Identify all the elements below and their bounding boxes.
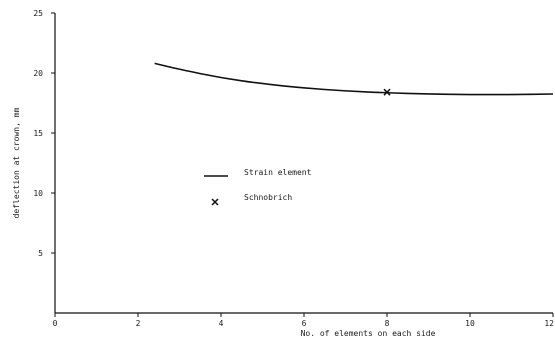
legend: Strain element Schnobrich [204, 168, 312, 206]
legend-marker-swatch [211, 198, 219, 206]
legend-label-schnobrich: Schnobrich [244, 193, 292, 202]
y-tick-label: 15 [33, 129, 43, 138]
x-tick-label: 4 [219, 319, 224, 328]
y-axis-ticks: 5 10 15 20 25 [33, 9, 55, 258]
data-point-schnobrich [383, 88, 391, 96]
y-tick-label: 5 [38, 249, 43, 258]
series-line-strain-element [154, 62, 554, 96]
y-tick-label: 10 [33, 189, 43, 198]
y-tick-label: 20 [33, 69, 43, 78]
x-axis-title: No. of elements on each side [301, 329, 436, 338]
x-axis-ticks: 0 2 4 6 8 10 12 [53, 313, 554, 328]
y-axis-title: deflection at crown, mm [12, 107, 21, 218]
y-tick-label: 25 [33, 9, 43, 18]
x-tick-label: 0 [53, 319, 58, 328]
x-tick-label: 12 [544, 319, 554, 328]
marker-stroke [383, 88, 391, 96]
legend-marker-stroke [211, 198, 219, 206]
plot-area [154, 62, 554, 96]
x-tick-label: 2 [136, 319, 141, 328]
x-tick-label: 10 [465, 319, 475, 328]
x-tick-label: 8 [385, 319, 390, 328]
x-tick-label: 6 [302, 319, 307, 328]
legend-label-strain-element: Strain element [244, 168, 312, 177]
